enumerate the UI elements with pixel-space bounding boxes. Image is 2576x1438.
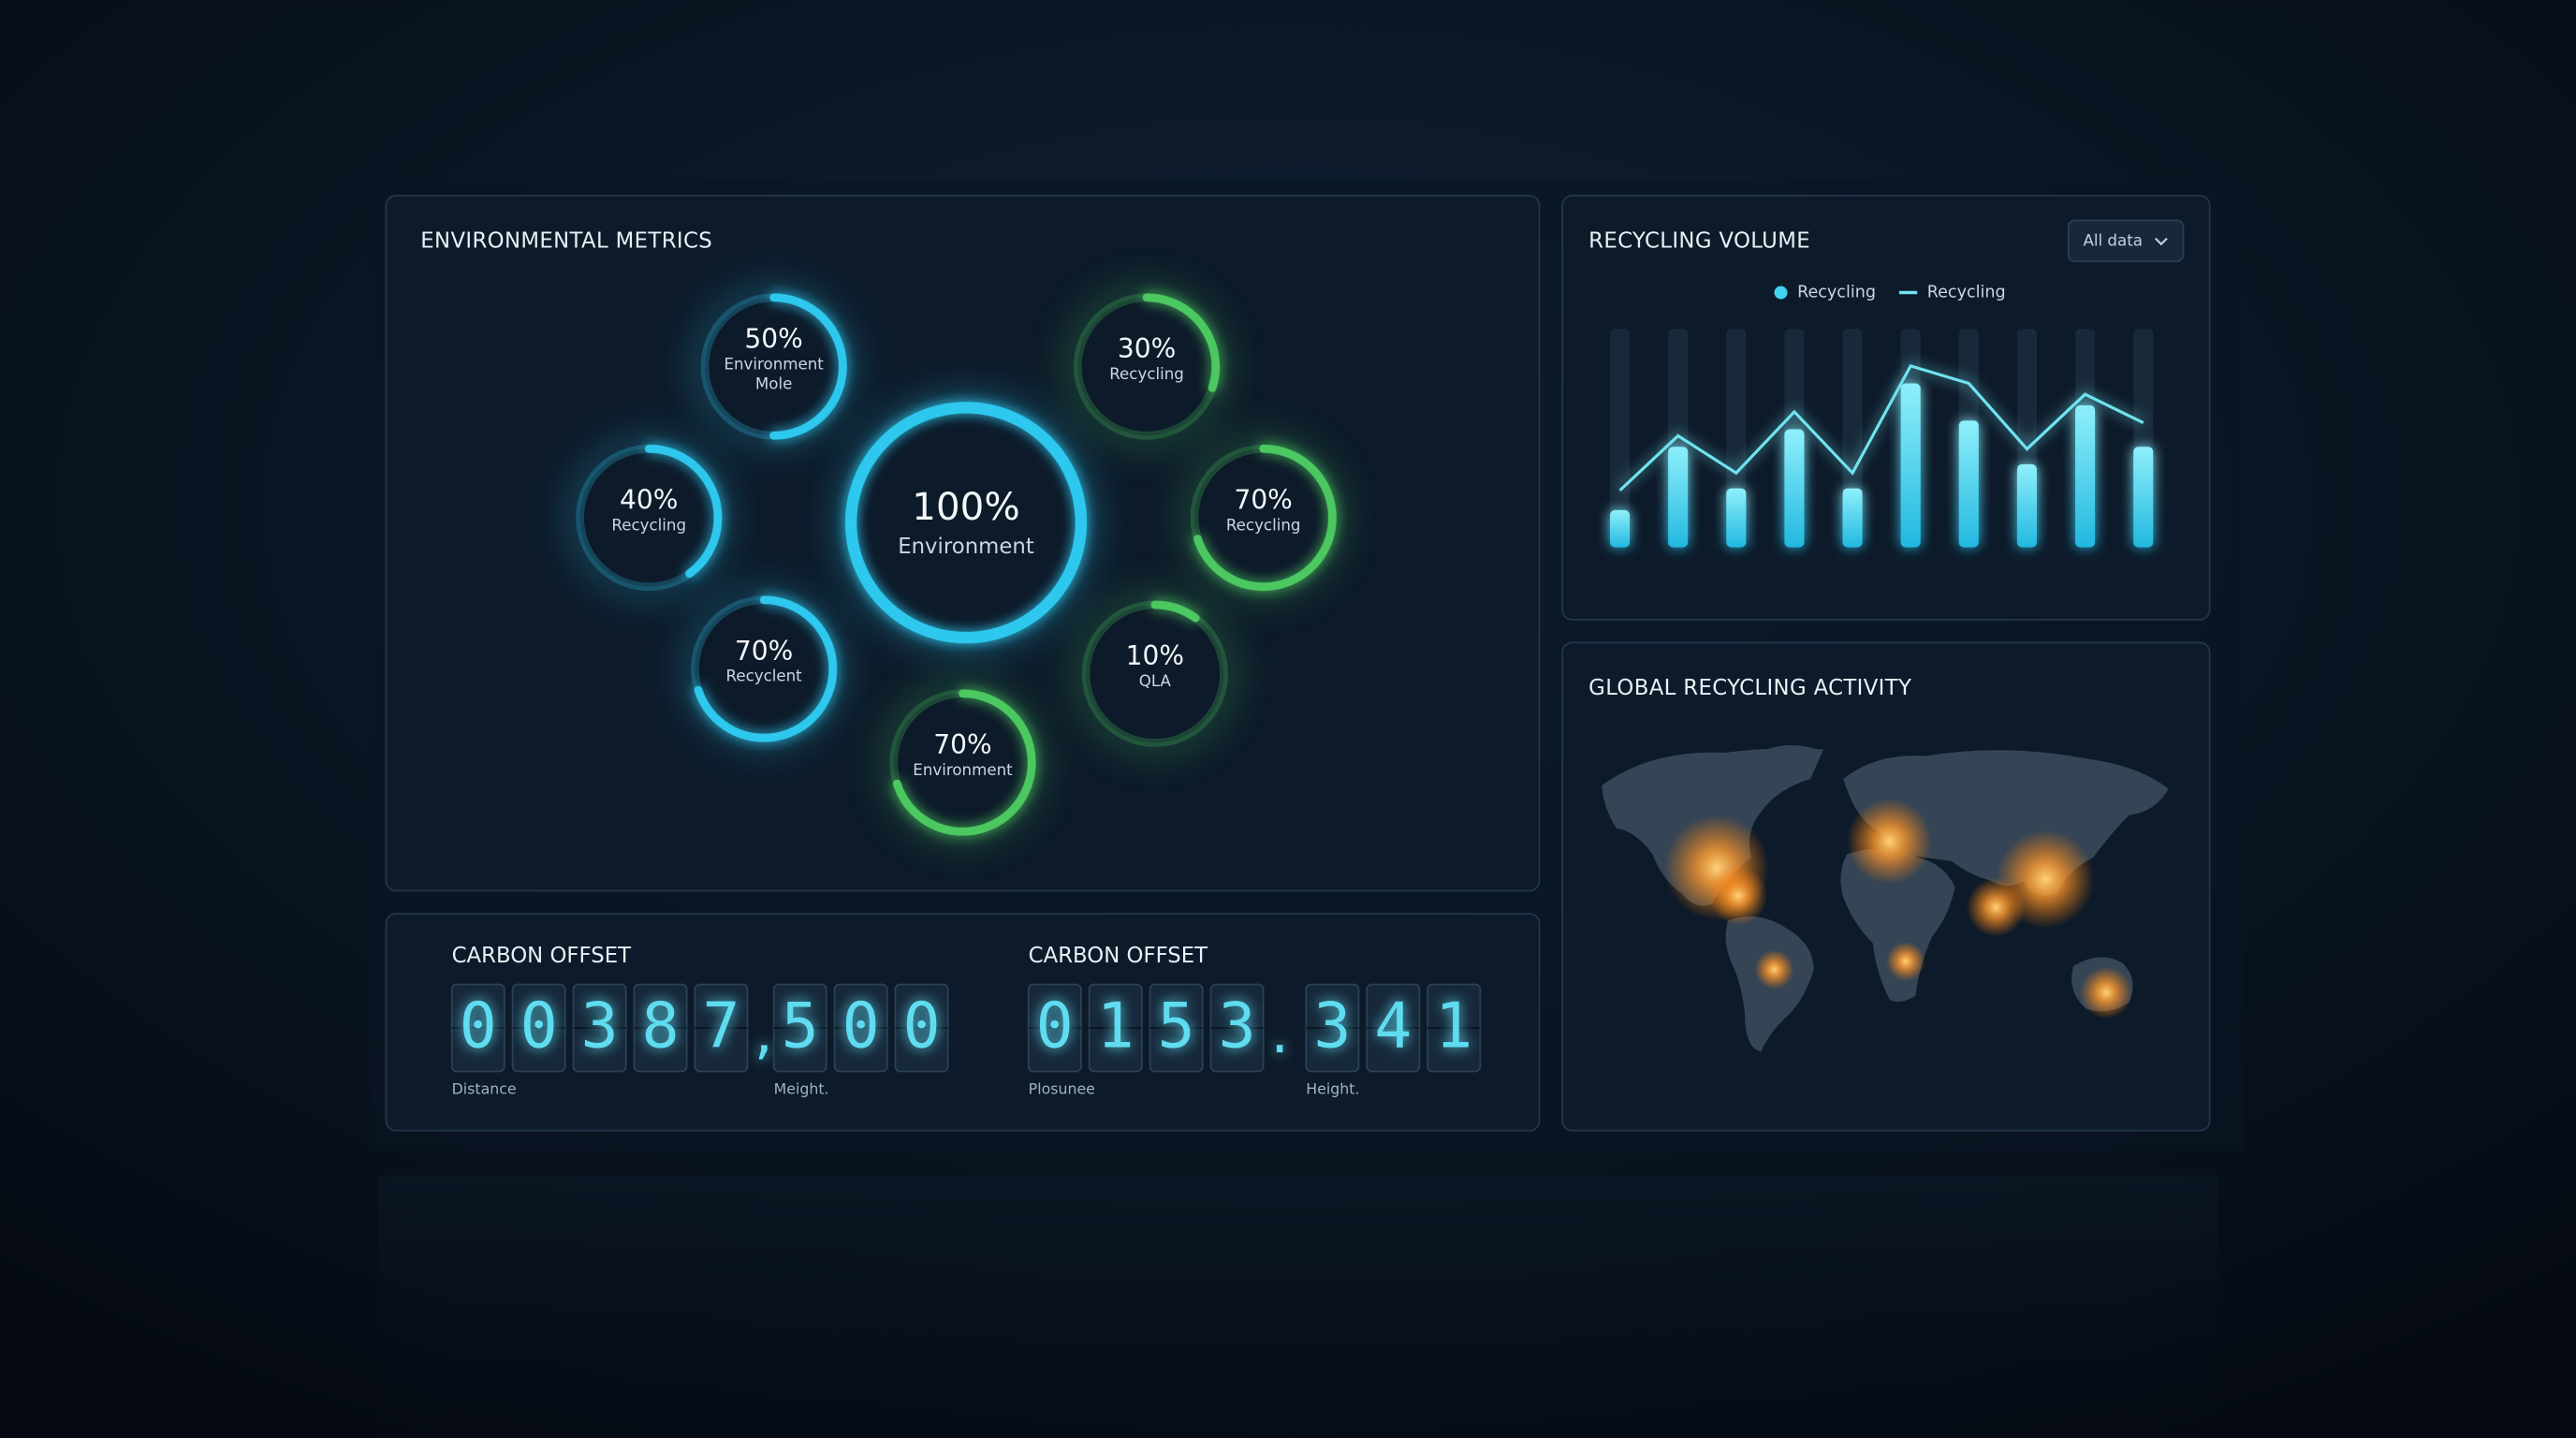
counter-digit: 7 xyxy=(702,990,739,1063)
counter-label: Meight. xyxy=(774,1079,829,1097)
counter-digit: 0 xyxy=(460,990,497,1063)
counter-label: Plosunee xyxy=(1029,1079,1095,1097)
panel-title: ENVIRONMENTAL METRICS xyxy=(420,229,712,254)
counter-digit: 3 xyxy=(581,990,619,1063)
gauge-arc xyxy=(1081,600,1228,747)
volume-panel xyxy=(1561,195,2211,621)
panel-title: GLOBAL RECYCLING ACTIVITY xyxy=(1588,676,1911,700)
carbon-panel xyxy=(385,913,1541,1132)
gauge-caption: Environment xyxy=(724,355,824,373)
bar xyxy=(1668,447,1689,548)
bar xyxy=(1842,488,1863,548)
counter-digit: 0 xyxy=(1036,990,1074,1063)
reflection xyxy=(377,1175,2218,1438)
gauge-caption: Mole xyxy=(755,374,792,392)
bar xyxy=(2075,404,2096,548)
gauge-value: 30% xyxy=(1118,333,1176,364)
legend-swatch xyxy=(1774,286,1788,300)
gauge-value: 70% xyxy=(735,636,793,667)
gauge-value: 50% xyxy=(744,323,802,354)
chart-title: RECYCLING VOLUME xyxy=(1588,229,1810,254)
bar xyxy=(2016,463,2037,548)
gauge-caption: Environment xyxy=(898,535,1034,559)
gauge-arc xyxy=(889,689,1036,836)
counter-digit: 4 xyxy=(1374,990,1412,1063)
counter-digit: 5 xyxy=(782,990,819,1063)
gauge-caption: Recycling xyxy=(611,516,686,534)
gauge-arc xyxy=(691,595,838,742)
gauge-caption: Recycling xyxy=(1109,365,1184,383)
dropdown-label: All data xyxy=(2083,232,2142,250)
counter-separator: . xyxy=(1265,1007,1295,1064)
gauge-arc xyxy=(845,402,1087,644)
gauge-value: 100% xyxy=(912,485,1019,529)
line xyxy=(1618,363,2144,492)
counter-label: Height. xyxy=(1306,1079,1359,1097)
activity-hotspots xyxy=(1663,799,2133,1020)
legend-label: Recycling xyxy=(1927,284,2006,302)
counter-title: CARBON OFFSET xyxy=(452,944,631,968)
gauge-arc xyxy=(700,293,847,440)
counter-digit: 3 xyxy=(1313,990,1351,1063)
counter-digit: 3 xyxy=(1219,990,1256,1063)
counter-digit: 0 xyxy=(903,990,941,1063)
counter-digit: 1 xyxy=(1097,990,1134,1063)
chevron xyxy=(2154,237,2168,246)
counter-label: Distance xyxy=(452,1079,517,1097)
legend-label: Recycling xyxy=(1797,284,1876,302)
bar xyxy=(1784,429,1805,548)
gauge-value: 10% xyxy=(1126,640,1184,671)
gauge-caption: Environment xyxy=(913,761,1013,779)
counter-digit: 0 xyxy=(842,990,880,1063)
counter-digit: 5 xyxy=(1158,990,1195,1063)
counter-digit: 8 xyxy=(641,990,679,1063)
bar xyxy=(1958,420,1979,548)
gauge-value: 70% xyxy=(933,729,991,760)
gauge-arc xyxy=(1190,444,1337,592)
bar xyxy=(1610,509,1631,548)
filter-dropdown[interactable] xyxy=(2067,219,2185,263)
counter-title: CARBON OFFSET xyxy=(1029,944,1208,968)
bar-track xyxy=(1610,329,1631,548)
gauge-value: 70% xyxy=(1234,484,1292,515)
gauge-value: 40% xyxy=(620,484,678,515)
gauge-caption: Recycling xyxy=(1226,516,1301,534)
counter-digit: 1 xyxy=(1435,990,1472,1063)
counter-digit: 0 xyxy=(520,990,558,1063)
gauge-arc xyxy=(576,444,723,592)
bar xyxy=(1900,383,1921,548)
gauge-caption: Recyclent xyxy=(726,668,803,685)
bar xyxy=(2133,447,2154,548)
gauge-caption: QLA xyxy=(1139,672,1172,690)
bar xyxy=(1726,488,1747,548)
gauge-arc xyxy=(1073,293,1221,440)
